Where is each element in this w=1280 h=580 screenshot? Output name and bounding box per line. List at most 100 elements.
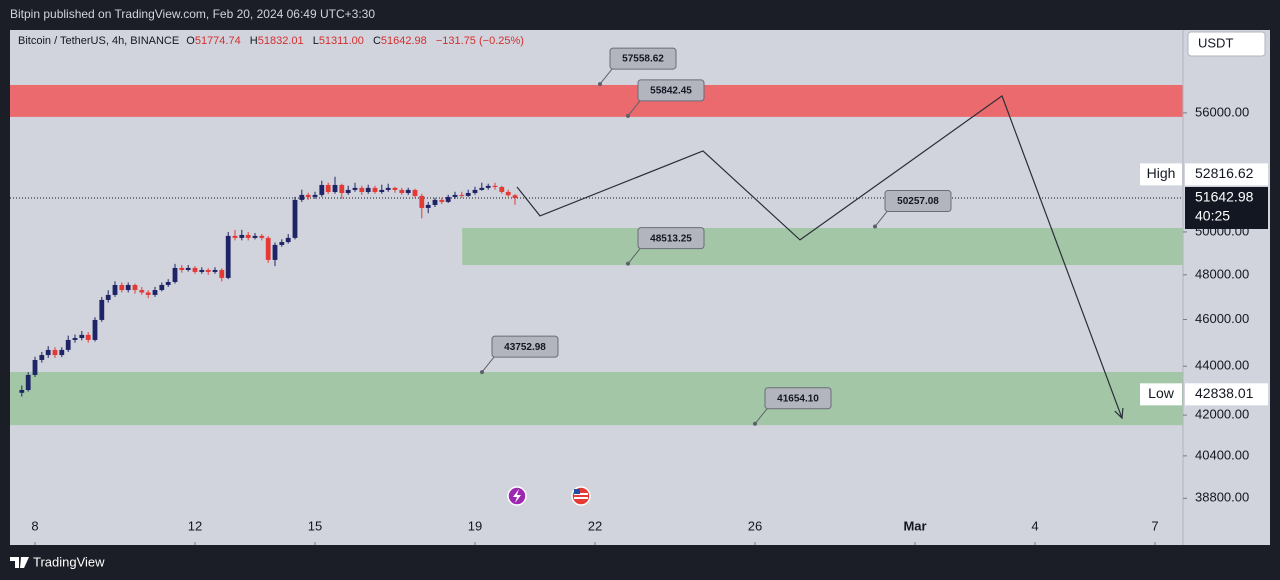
callout-point [626,261,630,266]
projection-line [516,94,1123,419]
candle-body [385,187,391,190]
candle-body [132,284,138,291]
event-icon [507,486,527,506]
candle-body [419,195,425,208]
legend-key: O [186,35,195,47]
publisher: Bitpin published on TradingView.com, Feb… [10,7,375,21]
candle-body [72,337,78,340]
price-value: 52816.62 [1195,165,1254,181]
candle-body [479,187,485,190]
callout-point [598,82,602,87]
candle-body [299,194,305,200]
candle-body [52,349,58,356]
candle-body [179,267,185,270]
callout-tail [627,248,641,264]
flag-icon [571,486,591,506]
candle-body [465,192,471,196]
candle-body [185,267,191,270]
candle-body [312,194,318,197]
candle-body [199,269,205,272]
candle-body [505,191,511,196]
zone [10,84,1183,117]
candle-body [225,235,231,278]
candle-body [45,349,51,356]
callout-point [753,421,757,426]
x-tick-label: 4 [1031,518,1038,533]
candle-body [112,284,118,295]
candle-body [85,334,91,340]
candle-body [452,194,458,197]
candle-body [272,244,278,260]
candle-body [345,189,351,193]
candle-body [99,299,105,320]
candle-body [459,194,465,196]
price-value-box [1185,163,1268,186]
y-tick-label: 38800.00 [1195,490,1249,505]
candle-body [32,359,38,375]
candle-body [285,237,291,243]
candle-body [392,187,398,190]
candle-body [372,187,378,192]
candle-body [165,282,171,285]
x-tick-label: 26 [748,518,762,533]
y-tick-label: 56000.00 [1195,104,1249,119]
candle-body [219,269,225,278]
x-tick-label: 12 [188,518,202,533]
candle-body [19,390,25,393]
candle-body [412,189,418,196]
legend-value: 51774.74 [194,35,241,47]
price-value-box [1185,383,1268,406]
candle-body [319,184,325,195]
x-tick-label: 15 [308,518,322,533]
x-tick-label: 7 [1151,518,1158,533]
callout-box [609,47,677,70]
candle-body [305,194,311,197]
candle-body [59,349,65,356]
x-tick-label: Mar [903,518,926,533]
candle-body [105,294,111,300]
callout-label: 43752.98 [504,342,546,353]
price-name: Low [1148,385,1175,401]
callout-tail [627,100,641,117]
candle-body [265,237,271,260]
y-tick-label: 42000.00 [1195,407,1249,422]
legend-value: 51832.01 [257,35,304,47]
y-tick-label: 40400.00 [1195,447,1249,462]
top-bar [0,0,1280,30]
candle-body [512,195,518,198]
candle-body [352,187,358,190]
y-tick-label: 44000.00 [1195,358,1249,373]
candle-body [145,292,151,295]
candle-body [472,189,478,193]
callout-label: 41654.10 [777,393,819,404]
candle-body [399,189,405,193]
zone [10,371,1183,426]
callout-box [884,190,952,213]
candle-body [159,284,165,291]
candle-body [332,184,338,192]
price-name-box [1140,163,1182,186]
currency: USDT [1198,35,1233,50]
candle-body [192,267,198,272]
symbol-legend: Bitcoin / TetherUS, 4h, BINANCE O51774.7… [18,35,530,47]
callout-box [491,335,559,358]
candle-body [325,184,331,192]
currency-button[interactable]: USDT [1187,31,1266,57]
callout-tail [599,68,613,85]
callout-point [626,113,630,118]
callout-label: 50257.08 [897,196,939,207]
current-price-box [1185,186,1268,229]
callout-label: 57558.62 [622,54,664,65]
candle-body [92,319,98,340]
candle-body [359,187,365,192]
bottom-bar [0,545,1280,580]
callout-point [873,224,877,229]
candle-body [252,235,258,238]
candle-body [119,284,125,291]
candle-body [39,355,45,360]
candle-body [292,199,298,238]
candle-body [499,187,505,192]
candle-body [25,374,31,391]
